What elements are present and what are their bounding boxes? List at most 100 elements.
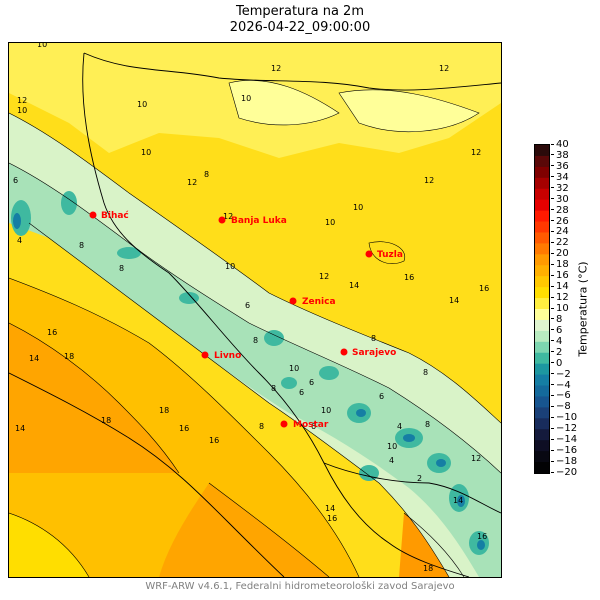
contour-label: 4 [397, 422, 402, 431]
city-dot [218, 216, 226, 224]
contour-label: 6 [245, 301, 250, 310]
contour-label: 18 [101, 416, 111, 425]
contour-label: 2 [417, 474, 422, 483]
contour-label: 8 [253, 336, 258, 345]
contour-label: 16 [179, 424, 189, 433]
contour-label: 8 [271, 384, 276, 393]
colorbar-segment [535, 330, 549, 343]
contour-label: 18 [159, 406, 169, 415]
isotherm-lines [9, 80, 501, 577]
colorbar-tick-label: 0 [551, 358, 562, 369]
colorbar-segment [535, 243, 549, 255]
colorbar-segment [535, 352, 549, 365]
colorbar-segment [535, 418, 549, 430]
city-label: Zenica [302, 297, 336, 307]
colorbar-tick-label: 24 [551, 227, 569, 237]
contour-label: 16 [477, 532, 487, 541]
contour-label: 18 [423, 564, 433, 573]
contour-label: 6 [309, 378, 314, 387]
colorbar-segment [535, 265, 549, 277]
contour-label: 16 [47, 328, 57, 337]
contour-label: 8 [79, 241, 84, 250]
footer-credit: WRF-ARW v4.6.1, Federalni hidrometeorolo… [145, 581, 455, 592]
colorbar-segment [535, 451, 549, 463]
contour-label: 8 [425, 420, 430, 429]
colorbar-segment [535, 309, 549, 321]
colorbar [534, 144, 550, 474]
coldest-patches [13, 213, 485, 550]
contour-label: 10 [289, 364, 299, 373]
city-bihac: Bihać [89, 210, 129, 221]
city-zenica: Zenica [289, 297, 336, 307]
contour-label: 10 [321, 406, 331, 415]
contour-label: 10 [141, 148, 151, 157]
colorbar-segment [535, 232, 549, 244]
colorbar-segment [535, 221, 549, 233]
map-title: Temperatura na 2m 2026-04-22_09:00:00 [0, 4, 600, 36]
contour-label: 16 [327, 514, 337, 523]
colorbar-segment [535, 254, 549, 266]
colorbar-tick-label: 36 [551, 161, 569, 172]
colorbar-tick-label: 40 [551, 140, 569, 150]
colorbar-segment [535, 319, 549, 332]
coastal-hot-zone [9, 323, 179, 473]
north-cool-patch [229, 80, 339, 125]
colorbar-tick-label: 10 [551, 304, 569, 314]
colorbar-tick-label: −6 [551, 391, 571, 401]
contour-label: 16 [404, 273, 414, 282]
colorbar-segment [535, 298, 549, 310]
contour-label: 12 [319, 272, 329, 281]
contour-label: 10 [325, 218, 335, 227]
city-label: Sarajevo [352, 348, 396, 358]
colorbar-segment [535, 396, 549, 408]
colorbar-tick-label: −10 [551, 413, 577, 423]
contour-label: 6 [311, 422, 316, 431]
colorbar-tick-label: 12 [551, 293, 569, 303]
contour-label: 6 [13, 176, 18, 185]
colorbar-tick-label: −20 [551, 468, 577, 478]
contour-label: 14 [29, 354, 39, 363]
colorbar-tick-label: 8 [551, 314, 562, 325]
contour-label: 4 [389, 456, 394, 465]
colorbar-tick-label: 2 [551, 347, 562, 358]
colorbar-tick-label: 16 [551, 271, 569, 281]
title-line-1: Temperatura na 2m [235, 4, 364, 19]
contour-label: 8 [204, 170, 209, 179]
colorbar-tick-label: −14 [551, 435, 577, 445]
city-label: Tuzla [377, 250, 403, 260]
contour-label: 6 [299, 388, 304, 397]
colorbar-tick-label: −8 [551, 402, 571, 412]
contour-label: 10 [353, 203, 363, 212]
contour-label: 4 [17, 236, 22, 245]
city-label: Livno [214, 351, 241, 361]
colorbar-segment [535, 210, 549, 223]
contour-label: 8 [423, 368, 428, 377]
contour-label: 14 [449, 296, 459, 305]
coastal-hot-zone-2 [159, 483, 329, 577]
contour-label: 8 [119, 264, 124, 273]
contour-label: 10 [37, 43, 47, 49]
city-label: Mostar [293, 420, 329, 430]
contour-label: 14 [325, 504, 335, 513]
colorbar-tick-label: −2 [551, 369, 571, 380]
colorbar-segment [535, 429, 549, 441]
contour-label: 12 [271, 64, 281, 73]
colorbar-tick-label: 4 [551, 336, 562, 347]
colorbar-segment [535, 341, 549, 354]
city-dot [289, 297, 297, 305]
colorbar-segment [535, 188, 549, 201]
contour-label: 14 [349, 281, 359, 290]
colorbar-tick-label: 20 [551, 249, 569, 259]
contour-label: 8 [371, 334, 376, 343]
temperature-map: 10 12 10 10 12 12 10 14 14 12 16 16 16 14 18 14 18 16 16 18… [8, 42, 502, 578]
north-cool-patch-2 [339, 89, 479, 132]
colorbar-segment [535, 145, 549, 157]
country-borders [82, 52, 501, 577]
colorbar-label: Temperatura (°C) [576, 261, 590, 357]
colorbar-tick-label: −12 [551, 424, 577, 434]
coastal-warm-zone [9, 278, 359, 577]
city-sarajevo: Sarajevo [340, 348, 396, 358]
colorbar-segment [535, 155, 549, 168]
island-patch [9, 513, 89, 577]
